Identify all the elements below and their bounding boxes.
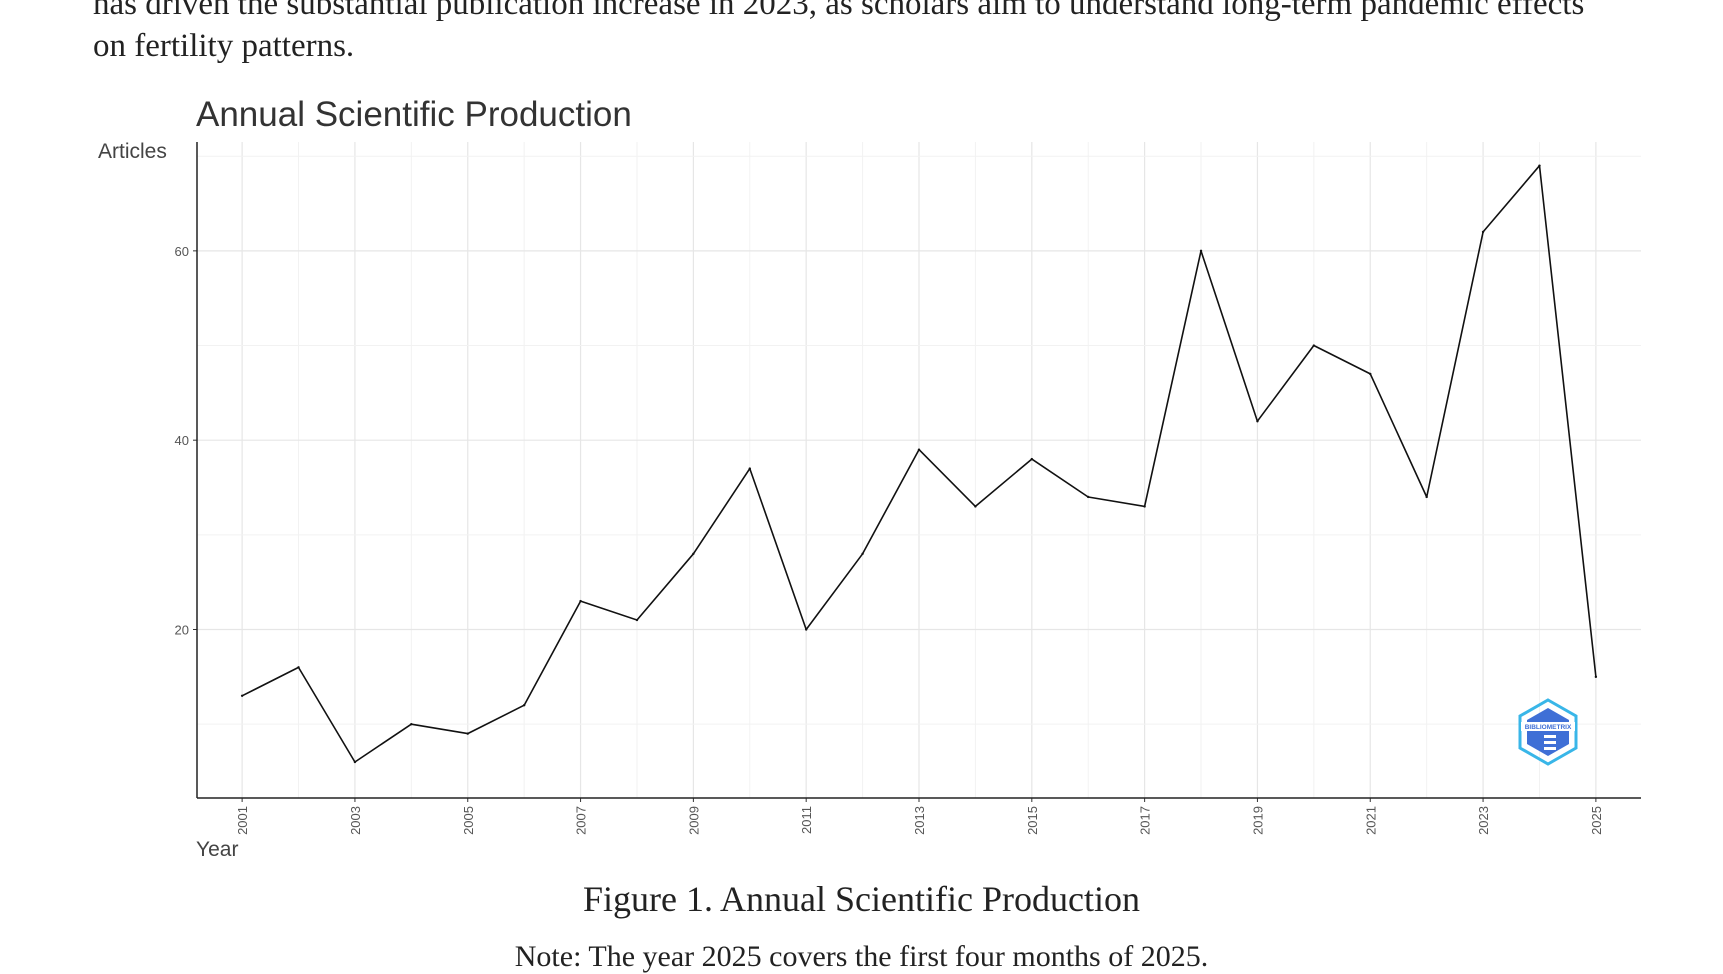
data-point: [804, 628, 808, 631]
logo-bar-1: [1544, 735, 1556, 738]
x-tick-label: 2009: [686, 806, 701, 835]
body-text-line-2: on fertility patterns.: [93, 28, 355, 64]
y-axis-label: Articles: [98, 140, 167, 163]
data-point: [1256, 420, 1259, 423]
x-tick-label: 2023: [1476, 806, 1491, 835]
x-tick-label: 2015: [1025, 806, 1040, 835]
x-tick-label: 2017: [1138, 806, 1153, 835]
x-tick-label: 2007: [574, 806, 589, 835]
logo-bar-3: [1544, 747, 1556, 750]
data-point: [466, 732, 469, 735]
data-point: [522, 704, 526, 707]
data-point: [1425, 495, 1428, 499]
logo-hexagon-outer: [1518, 698, 1578, 766]
x-tick-label: 2013: [912, 806, 927, 835]
x-axis-label: Year: [196, 838, 238, 861]
chart: Annual Scientific Production Articles Ye…: [98, 95, 1641, 861]
body-text-line-1: has driven the substantial publication i…: [93, 0, 1585, 22]
x-tick-label: 2001: [235, 806, 250, 835]
data-point: [1312, 344, 1316, 347]
data-point: [353, 760, 357, 764]
data-point: [1594, 675, 1598, 679]
data-point: [1087, 495, 1090, 499]
data-point: [635, 618, 639, 622]
x-tick-label: 2011: [799, 806, 814, 834]
data-point: [1199, 249, 1203, 253]
data-point: [861, 552, 864, 555]
data-point: [917, 448, 921, 451]
data-point: [1143, 505, 1146, 508]
y-tick-label: 40: [175, 433, 189, 448]
data-point: [1369, 372, 1372, 376]
data-point: [410, 722, 413, 726]
logo-banner: [1521, 722, 1575, 731]
x-tick-label: 2003: [348, 806, 363, 835]
data-point: [974, 505, 977, 508]
y-tick-label: 60: [175, 244, 189, 259]
data-point: [1538, 164, 1541, 167]
x-tick-label: 2025: [1589, 806, 1604, 835]
x-tick-label: 2019: [1250, 806, 1265, 835]
data-point: [1030, 457, 1034, 461]
figure-caption: Figure 1. Annual Scientific Production: [583, 879, 1140, 919]
data-point: [1481, 230, 1485, 234]
chart-grid: [197, 142, 1641, 798]
x-tick-label: 2005: [461, 806, 476, 835]
y-tick-label: 20: [175, 623, 189, 638]
data-point: [748, 467, 751, 470]
y-axis-ticks: 20 40 60: [175, 244, 197, 638]
logo-hexagon-inner: [1527, 708, 1569, 756]
bibliometrix-logo: BIBLIOMETRIX: [1518, 698, 1578, 766]
figure-note: Note: The year 2025 covers the first fou…: [514, 940, 1209, 973]
x-axis-ticks: 2001 2003 2005 2007 2009 2011 2013 2015 2017 2019…: [235, 798, 1604, 835]
logo-bar-2: [1544, 741, 1556, 744]
data-point: [692, 552, 695, 555]
x-tick-label: 2021: [1363, 806, 1378, 835]
logo-label: BIBLIOMETRIX: [1525, 724, 1572, 731]
data-points: [240, 164, 1598, 764]
data-point: [297, 666, 300, 669]
chart-title: Annual Scientific Production: [196, 95, 632, 134]
data-point: [579, 599, 582, 603]
data-point: [240, 694, 244, 697]
